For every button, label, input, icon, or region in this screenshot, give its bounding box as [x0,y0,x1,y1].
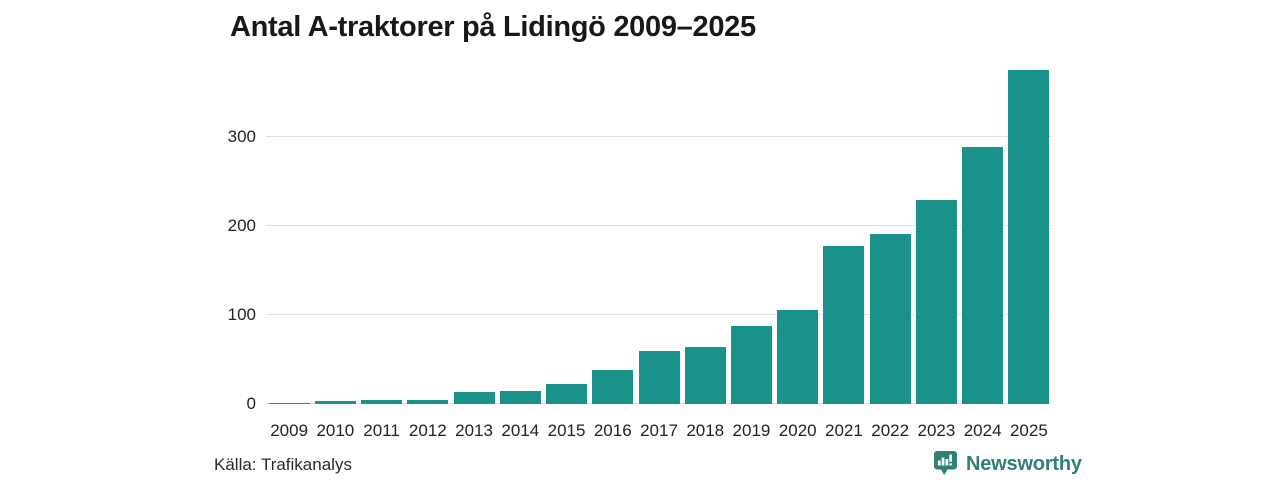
bar-2022 [869,234,911,404]
x-axis-tick-label: 2012 [408,421,447,440]
newsworthy-logo: Newsworthy [933,450,1082,477]
bar-2023 [915,200,957,404]
gridline-100 [266,314,1052,315]
newsworthy-wordmark: Newsworthy [966,452,1082,475]
gridline-300 [266,136,1052,137]
bar-2016 [592,370,634,404]
bar-2018 [684,347,726,404]
bar-2025 [1008,70,1050,404]
x-axis-tick-label: 2015 [547,421,586,440]
plot-area [266,56,1052,404]
bar-2013 [453,391,495,404]
bar-2024 [962,146,1004,404]
bar-2009 [268,402,310,404]
x-axis-tick-label: 2022 [871,421,910,440]
x-axis-tick-label: 2014 [501,421,540,440]
x-axis-tick-label: 2010 [316,421,355,440]
y-axis-tick-label: 300 [227,127,256,146]
bar-2020 [777,309,819,404]
y-axis-tick-label: 100 [227,305,256,324]
x-axis-tick-label: 2023 [917,421,956,440]
x-axis-tick-label: 2021 [825,421,863,440]
x-axis-tick-label: 2025 [1009,421,1048,440]
newsworthy-speech-bubble-barchart-icon [934,451,957,476]
bar-2015 [546,384,588,404]
y-axis-tick-label: 0 [246,394,256,413]
y-axis-tick-label: 200 [227,216,256,235]
x-axis-tick-label: 2019 [732,421,771,440]
bar-2021 [823,246,865,404]
x-axis: 2009 2010 2011 2012 2013 2014 2015 2016 2017 2018… [266,420,1052,444]
bar-2014 [499,390,541,404]
x-axis-tick-label: 2011 [363,421,400,440]
bar-2011 [361,399,403,404]
chart-title: Antal A-traktorer på Lidingö 2009–2025 [230,11,756,43]
bar-2010 [314,401,356,404]
x-axis-tick-label: 2016 [593,421,632,440]
x-axis-tick-label: 2009 [270,421,309,440]
bar-2019 [730,325,772,404]
gridline-200 [266,225,1052,226]
x-axis-tick-label: 2017 [640,421,678,440]
source-caption: Källa: Trafikanalys [214,455,352,474]
bar-2017 [638,350,680,404]
x-axis-tick-label: 2018 [686,421,725,440]
x-axis-tick-label: 2020 [778,421,817,440]
x-axis-tick-label: 2024 [963,421,1002,440]
x-axis-tick-label: 2013 [455,421,493,440]
bar-2012 [407,400,449,404]
